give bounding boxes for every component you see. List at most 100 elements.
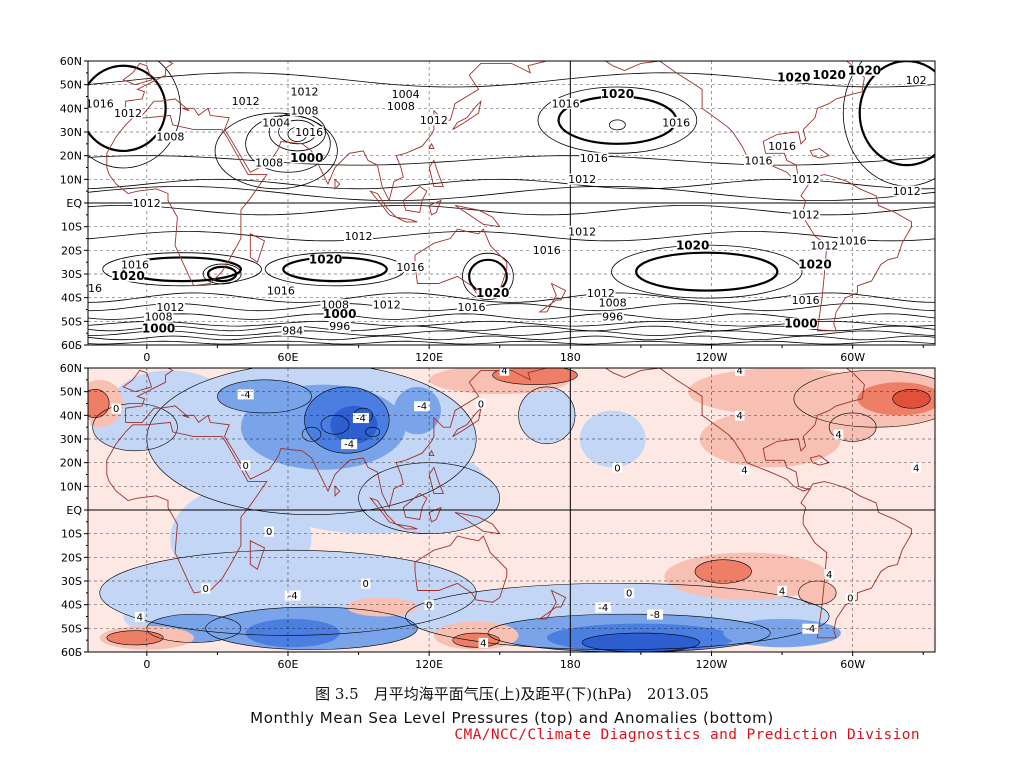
slp-contour-label: 1016 [839,235,867,248]
slp-bold-isobar [206,265,238,283]
slp-contour-label-background [290,152,324,164]
anomaly-lon-tick-label: 0 [143,658,150,671]
anomaly-shaded-region [582,633,700,652]
slp-contour-label-background [143,310,174,322]
anomaly-label-background [200,583,211,594]
slp-anomaly-gridlines [88,368,935,652]
slp-contour-label-background [743,154,774,166]
anomaly-contour [146,368,477,516]
slp-contour-label-background [281,325,304,337]
slp-contour-label-background [391,88,421,100]
anomaly-label-background [478,637,489,648]
slp-bold-isobar [88,64,167,153]
slp-contour-label: 1008 [145,310,173,323]
slp-contour-label: 1000 [142,321,175,335]
anomaly-lat-tick-label: EQ [66,504,82,517]
anomaly-shaded-region [88,389,110,418]
slp-lon-tick-label: 60E [278,351,299,364]
anomaly-lon-tick-label: 180 [560,658,581,671]
slp-contour-label-background [289,86,320,98]
anomaly-contour [304,386,390,454]
slp-lon-tick-label: 120W [696,351,728,364]
anomaly-contour-label: -4 [805,624,815,635]
slp-lat-tick-label: EQ [66,197,82,210]
slp-contour-label-background [848,64,881,76]
slp-contour-label-background [567,225,597,237]
anomaly-contour-label: 0 [242,461,248,472]
slp-contour-label-background [790,173,821,185]
slp-contour-label-background [261,116,291,128]
slp-lat-tick-label: 10N [60,173,82,186]
anomaly-coastline-path [106,368,912,639]
slp-contour-label-background [132,197,162,209]
anomaly-label-background [612,462,623,473]
slp-contour-label: 1016 [396,261,424,274]
slp-contour-label: 1016 [458,301,486,314]
anomaly-shaded-region [346,597,418,617]
anomaly-tight-contour [301,426,322,442]
anomaly-shaded-region [798,581,837,605]
slp-contour-label: 996 [329,320,350,333]
slp-lat-tick-label: 60S [61,339,82,352]
anomaly-lon-tick-label: 60E [278,658,299,671]
slp-contour-label: 1012 [133,197,161,210]
slp-contour-label: 1016 [74,282,102,295]
slp-contour-label-background [838,235,868,247]
slp-contour-label: 1012 [792,209,820,222]
anomaly-label-background [88,420,91,431]
slp-contour-label-background [892,185,922,197]
slp-contour-label-background [598,296,628,308]
anomaly-contour-label: -4 [417,402,427,413]
anomaly-label-background [476,398,486,409]
anomaly-contour-label: 4 [737,366,743,377]
anomaly-lat-tick-label: 40N [60,409,82,422]
slp-contour-label-background [790,209,821,221]
slp-contour-label: 1016 [792,294,820,307]
slp-contour-label-background [120,258,150,270]
anomaly-shaded-region [492,368,578,385]
anomaly-contour-label: 0 [362,579,368,590]
anomaly-lat-tick-label: 30N [60,433,82,446]
anomaly-contour [88,389,110,418]
anomaly-lat-tick-label: 20N [60,457,82,470]
anomaly-contour-label: -4 [598,603,608,614]
anomaly-contour-label: 4 [913,463,919,474]
anomaly-contour-label: 0 [626,589,632,600]
anomaly-contour [892,388,931,409]
slp-contour-label-background [476,287,509,299]
slp-contour-label: 1012 [290,86,318,99]
slp-lat-tick-label: 50N [60,79,82,92]
anomaly-label-background [824,569,834,580]
slp-contour-label-background [551,97,581,109]
anomaly-label-background [264,526,274,537]
anomaly-label-background [111,403,121,414]
anomaly-contour-label: 4 [835,430,841,441]
slp-contour-label-background [231,95,261,107]
anomaly-contour-label: 4 [737,411,743,422]
anomaly-contour-label: 0 [113,404,119,415]
slp-contour-label-background [343,230,374,242]
slp-contour-label: 1016 [295,126,323,139]
anomaly-contour-label: 0 [614,463,620,474]
anomaly-contour-label: 4 [501,366,507,377]
anomaly-contour [205,606,418,650]
slp-contour-label: 1012 [792,173,820,186]
slp-contour-label-background [372,299,402,311]
slp-contour-label-background [661,116,691,128]
slp-lat-tick-label: 40S [61,292,82,305]
slp-contour-label: 1012 [232,95,260,108]
slp-isobar [88,313,935,320]
slp-contour-label: 1012 [420,114,448,127]
anomaly-contour-label: -4 [356,414,366,425]
slp-lat-tick-label: 20S [61,244,82,257]
anomaly-label-background [595,602,612,613]
slp-contour-label: 1016 [580,152,608,165]
anomaly-contour-label: 4 [779,586,785,597]
slp-lat-tick-label: 30S [61,268,82,281]
slp-lat-tick-label: 50S [61,315,82,328]
slp-contour-label-background [567,173,597,185]
slp-contour-label: 1020 [777,70,810,84]
slp-isobar [88,185,935,201]
